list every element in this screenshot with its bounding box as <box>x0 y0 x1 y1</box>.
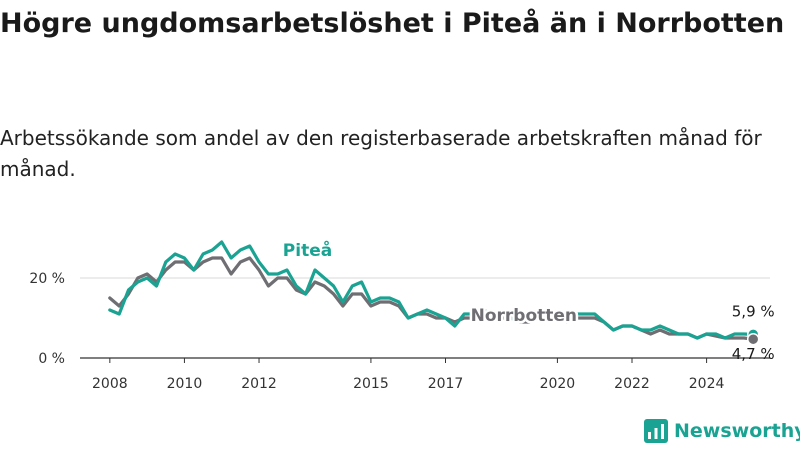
x-tick-label: 2020 <box>540 376 576 392</box>
series-line-pite <box>108 240 755 340</box>
x-tick-label: 2012 <box>241 376 277 392</box>
x-tick-label: 2024 <box>689 376 725 392</box>
chart-subtitle: Arbetssökande som andel av den registerb… <box>0 126 762 181</box>
end-value-label: 4,7 % <box>732 345 775 363</box>
series-label-pitea: Piteå <box>283 239 332 261</box>
series-label-norrbotten: Norrbotten <box>471 306 577 326</box>
newsworthy-logo: Newsworthy <box>644 419 800 443</box>
x-tick-label: 2022 <box>614 376 650 392</box>
y-tick-label: 0 % <box>38 351 65 367</box>
series-line-norrbotten <box>108 256 755 341</box>
x-tick-label: 2017 <box>428 376 464 392</box>
end-value-label: 5,9 % <box>732 302 775 320</box>
line-chart: 0 %20 %2008 2010 2012 2015 2017 2020 2022 2024 … <box>29 237 775 393</box>
newsworthy-logo-icon <box>644 419 668 443</box>
x-tick-label: 2010 <box>167 376 203 392</box>
end-point-norrbotten <box>746 332 760 346</box>
y-tick-label: 20 % <box>29 271 65 287</box>
x-tick-label: 2008 <box>92 376 128 392</box>
x-tick-label: 2015 <box>353 376 389 392</box>
brand-name: Newsworthy <box>674 420 800 442</box>
chart-title: Högre ungdomsarbetslöshet i Piteå än i N… <box>0 8 785 39</box>
